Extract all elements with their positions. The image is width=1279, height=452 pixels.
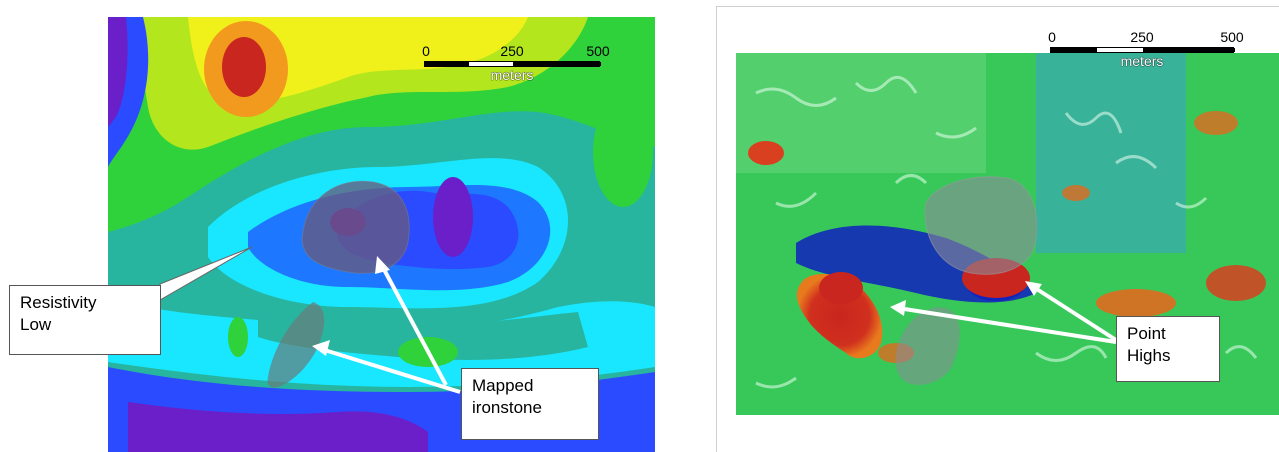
callout-line-1: Point [1127, 323, 1209, 345]
callout-point-highs: Point Highs [1116, 316, 1220, 382]
callout-line-2: Highs [1127, 345, 1209, 367]
